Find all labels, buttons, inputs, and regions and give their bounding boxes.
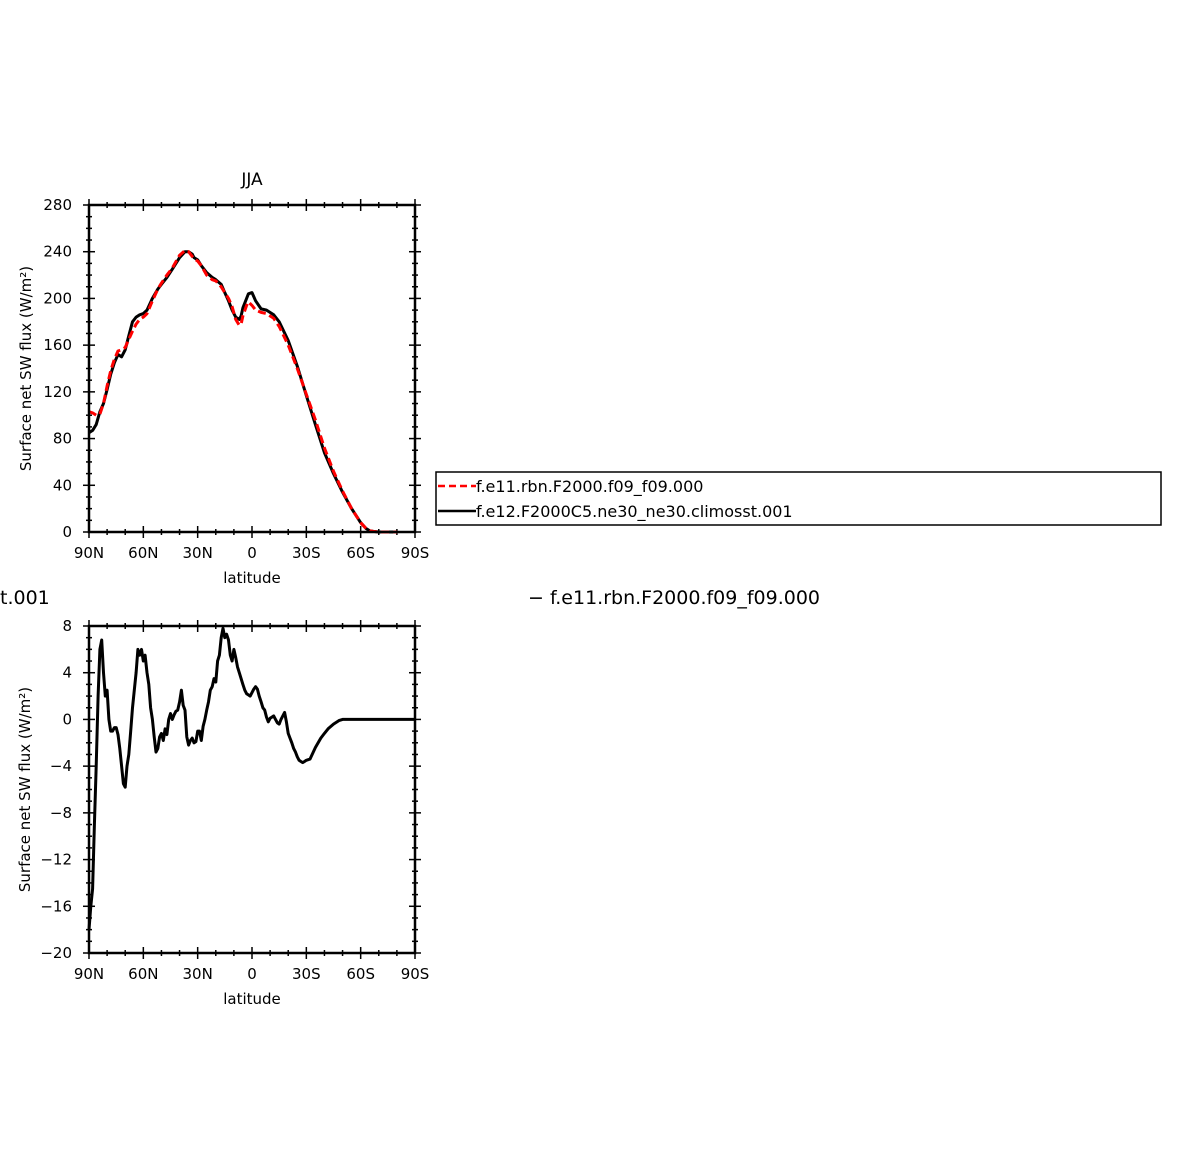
y-tick-label: 0 <box>62 523 72 541</box>
series-line-1 <box>88 249 397 534</box>
legend-box <box>435 471 1162 526</box>
bottom-panel-ticks: 90N 60N 30N 0 30S 60S 90S −20 −16 −12 −8 −4 0 4 8 <box>40 617 429 983</box>
x-tick-label: 30S <box>292 544 321 562</box>
y-tick-label: 8 <box>62 617 72 635</box>
legend-entry-1: f.e11.rbn.F2000.f09_f09.000 <box>476 477 703 497</box>
x-tick-label: 30S <box>292 965 321 983</box>
x-tick-label: 90N <box>74 965 104 983</box>
y-tick-label: 200 <box>43 289 72 307</box>
bottom-panel-series <box>87 626 415 930</box>
y-tick-label: 160 <box>43 336 72 354</box>
top-panel-ylabel: Surface net SW flux (W/m²) <box>17 266 35 471</box>
top-panel-series <box>88 249 397 534</box>
y-tick-label: −20 <box>40 944 72 962</box>
y-tick-label: −16 <box>40 897 72 915</box>
x-tick-label: 90S <box>401 965 430 983</box>
top-panel: JJA 90N 60N 30N 0 30S 60S 90S 0 40 80 120 160 200 240… <box>17 170 1162 587</box>
y-tick-label: 240 <box>43 243 72 261</box>
series-line-1 <box>87 626 415 930</box>
y-tick-label: −4 <box>50 757 72 775</box>
series-line-2 <box>88 250 397 534</box>
y-tick-label: 0 <box>62 710 72 728</box>
legend: f.e11.rbn.F2000.f09_f09.000 f.e12.F2000C… <box>435 471 1162 526</box>
bottom-panel-xlabel: latitude <box>223 990 281 1008</box>
y-tick-label: 120 <box>43 383 72 401</box>
top-panel-ticks: 90N 60N 30N 0 30S 60S 90S 0 40 80 120 160 200 240 280 <box>43 196 429 562</box>
x-tick-label: 60S <box>346 965 375 983</box>
x-tick-label: 60N <box>128 965 158 983</box>
bottom-panel-ylabel: Surface net SW flux (W/m²) <box>16 687 34 892</box>
top-panel-frame <box>87 203 417 534</box>
legend-entry-2: f.e12.F2000C5.ne30_ne30.climosst.001 <box>476 502 793 522</box>
x-tick-label: 0 <box>247 965 257 983</box>
clipped-title-fragment-right: − f.e11.rbn.F2000.f09_f09.000 <box>528 587 820 609</box>
x-tick-label: 90S <box>401 544 430 562</box>
y-tick-label: −8 <box>50 804 72 822</box>
top-panel-xlabel: latitude <box>223 569 281 587</box>
y-tick-label: 4 <box>62 664 72 682</box>
y-tick-label: −12 <box>40 851 72 869</box>
bottom-panel: 90N 60N 30N 0 30S 60S 90S −20 −16 −12 −8 −4 0 4 8 lati… <box>16 617 429 1008</box>
top-panel-title: JJA <box>240 170 263 190</box>
bottom-panel-frame <box>87 624 417 955</box>
y-tick-label: 280 <box>43 196 72 214</box>
x-tick-label: 30N <box>183 965 213 983</box>
x-tick-label: 30N <box>183 544 213 562</box>
clipped-title-fragment-left: t.001 <box>0 587 50 609</box>
x-tick-label: 0 <box>247 544 257 562</box>
x-tick-label: 90N <box>74 544 104 562</box>
x-tick-label: 60N <box>128 544 158 562</box>
y-tick-label: 40 <box>53 476 72 494</box>
x-tick-label: 60S <box>346 544 375 562</box>
y-tick-label: 80 <box>53 430 72 448</box>
